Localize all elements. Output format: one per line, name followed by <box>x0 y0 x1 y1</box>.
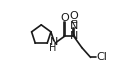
Text: Cl: Cl <box>97 52 107 62</box>
Text: O: O <box>60 13 69 23</box>
Text: =: = <box>70 17 77 26</box>
Text: N: N <box>70 21 78 31</box>
Text: N: N <box>50 37 58 47</box>
Text: H: H <box>49 43 57 53</box>
Text: N: N <box>70 31 78 41</box>
Text: O: O <box>69 11 78 21</box>
